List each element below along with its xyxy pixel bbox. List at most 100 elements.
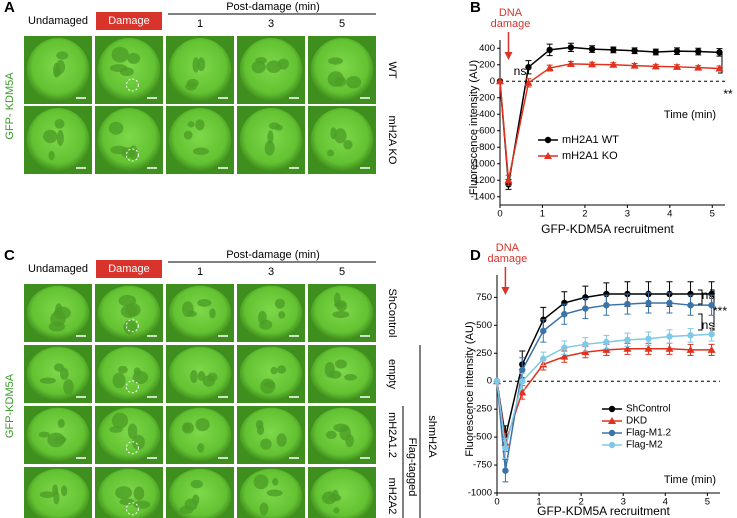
nucleus xyxy=(168,468,232,518)
micrograph xyxy=(24,284,92,342)
marker xyxy=(581,348,590,356)
marker xyxy=(652,48,660,56)
nucleolus xyxy=(333,507,340,514)
micrograph xyxy=(24,36,92,104)
nucleus xyxy=(97,108,161,172)
nucleolus xyxy=(209,308,216,319)
marker xyxy=(582,341,589,348)
x-tick-label: 2 xyxy=(582,209,587,220)
micrograph xyxy=(237,406,305,464)
panel-letter: D xyxy=(470,247,481,264)
marker xyxy=(525,64,532,71)
nucleolus xyxy=(321,491,337,505)
x-tick-label: 1 xyxy=(536,497,541,508)
y-tick-label: -500 xyxy=(473,432,492,443)
nucleolus xyxy=(119,67,134,77)
nucleolus xyxy=(50,311,66,327)
marker xyxy=(493,378,501,385)
nucleus xyxy=(239,346,303,402)
micrograph xyxy=(308,284,376,342)
nucleolus xyxy=(334,128,347,144)
marker xyxy=(496,77,504,85)
x-axis-label: GFP-KDM5A recruitment xyxy=(541,222,674,236)
nucleolus xyxy=(54,119,65,129)
marker xyxy=(561,344,568,351)
micrograph xyxy=(24,345,92,403)
panel-letter: A xyxy=(4,0,15,16)
y-tick-label: 200 xyxy=(479,59,495,70)
row-label: mH2A1.2 xyxy=(386,412,398,458)
damage-spot xyxy=(125,78,139,92)
nucleolus xyxy=(133,486,145,501)
nucleolus xyxy=(328,57,344,65)
nucleolus xyxy=(55,60,66,74)
group-label: shmH2A xyxy=(426,415,438,458)
legend-label: Flag-M2 xyxy=(626,440,663,451)
marker xyxy=(544,136,552,144)
marker xyxy=(608,417,616,424)
marker xyxy=(502,467,509,474)
damage-spot xyxy=(125,441,139,455)
micrograph xyxy=(95,36,163,104)
marker xyxy=(546,46,553,54)
micrograph xyxy=(308,467,376,518)
marker xyxy=(708,301,715,309)
marker xyxy=(524,78,533,86)
group-label: Flag-tagged xyxy=(406,438,418,497)
legend-label: ShControl xyxy=(626,404,670,415)
x-tick-label: 5 xyxy=(705,497,710,508)
nucleolus xyxy=(53,490,60,505)
damage-box xyxy=(96,12,162,30)
arrow-label: damage xyxy=(488,253,528,265)
series-line xyxy=(496,293,712,438)
series-line xyxy=(496,302,712,471)
marker xyxy=(545,64,554,72)
micrograph xyxy=(237,284,305,342)
arrow-head xyxy=(504,52,513,60)
series-line xyxy=(496,333,712,449)
micrograph xyxy=(166,106,234,174)
marker xyxy=(715,64,724,72)
marker xyxy=(707,345,716,353)
nucleolus xyxy=(128,145,138,160)
marker xyxy=(694,63,703,71)
marker xyxy=(540,355,547,363)
marker xyxy=(561,310,568,318)
marker xyxy=(651,62,660,70)
nucleolus xyxy=(278,311,286,319)
marker xyxy=(624,300,631,308)
marker xyxy=(609,60,618,68)
nucleolus xyxy=(192,57,200,73)
nucleolus xyxy=(276,433,287,447)
x-tick-label: 0 xyxy=(494,497,499,508)
column-header: Damage xyxy=(108,263,150,275)
micrograph xyxy=(166,467,234,518)
nucleolus xyxy=(270,366,278,375)
marker xyxy=(666,333,673,340)
micrograph xyxy=(166,36,234,104)
marker xyxy=(686,345,695,353)
marker xyxy=(560,352,569,360)
row-label: WT xyxy=(386,61,398,78)
nucleolus xyxy=(38,431,51,438)
nucleolus xyxy=(133,500,151,509)
marker xyxy=(673,47,681,55)
nucleolus xyxy=(60,485,68,497)
nucleolus xyxy=(63,379,74,395)
y-tick-label: 400 xyxy=(479,43,495,54)
nucleus xyxy=(239,285,303,341)
column-header: Undamaged xyxy=(28,263,88,275)
marker xyxy=(608,429,616,437)
x-tick-label: 4 xyxy=(667,209,672,220)
legend-label: DKD xyxy=(626,416,647,427)
post-damage-label: Post-damage (min) xyxy=(226,1,320,13)
y-tick-label: 500 xyxy=(476,320,492,331)
panel-letter: B xyxy=(470,0,481,16)
micrograph xyxy=(308,36,376,104)
time-label: 1 xyxy=(197,18,203,30)
nucleolus xyxy=(111,46,129,63)
nucleolus xyxy=(186,310,197,317)
marker xyxy=(602,345,611,353)
